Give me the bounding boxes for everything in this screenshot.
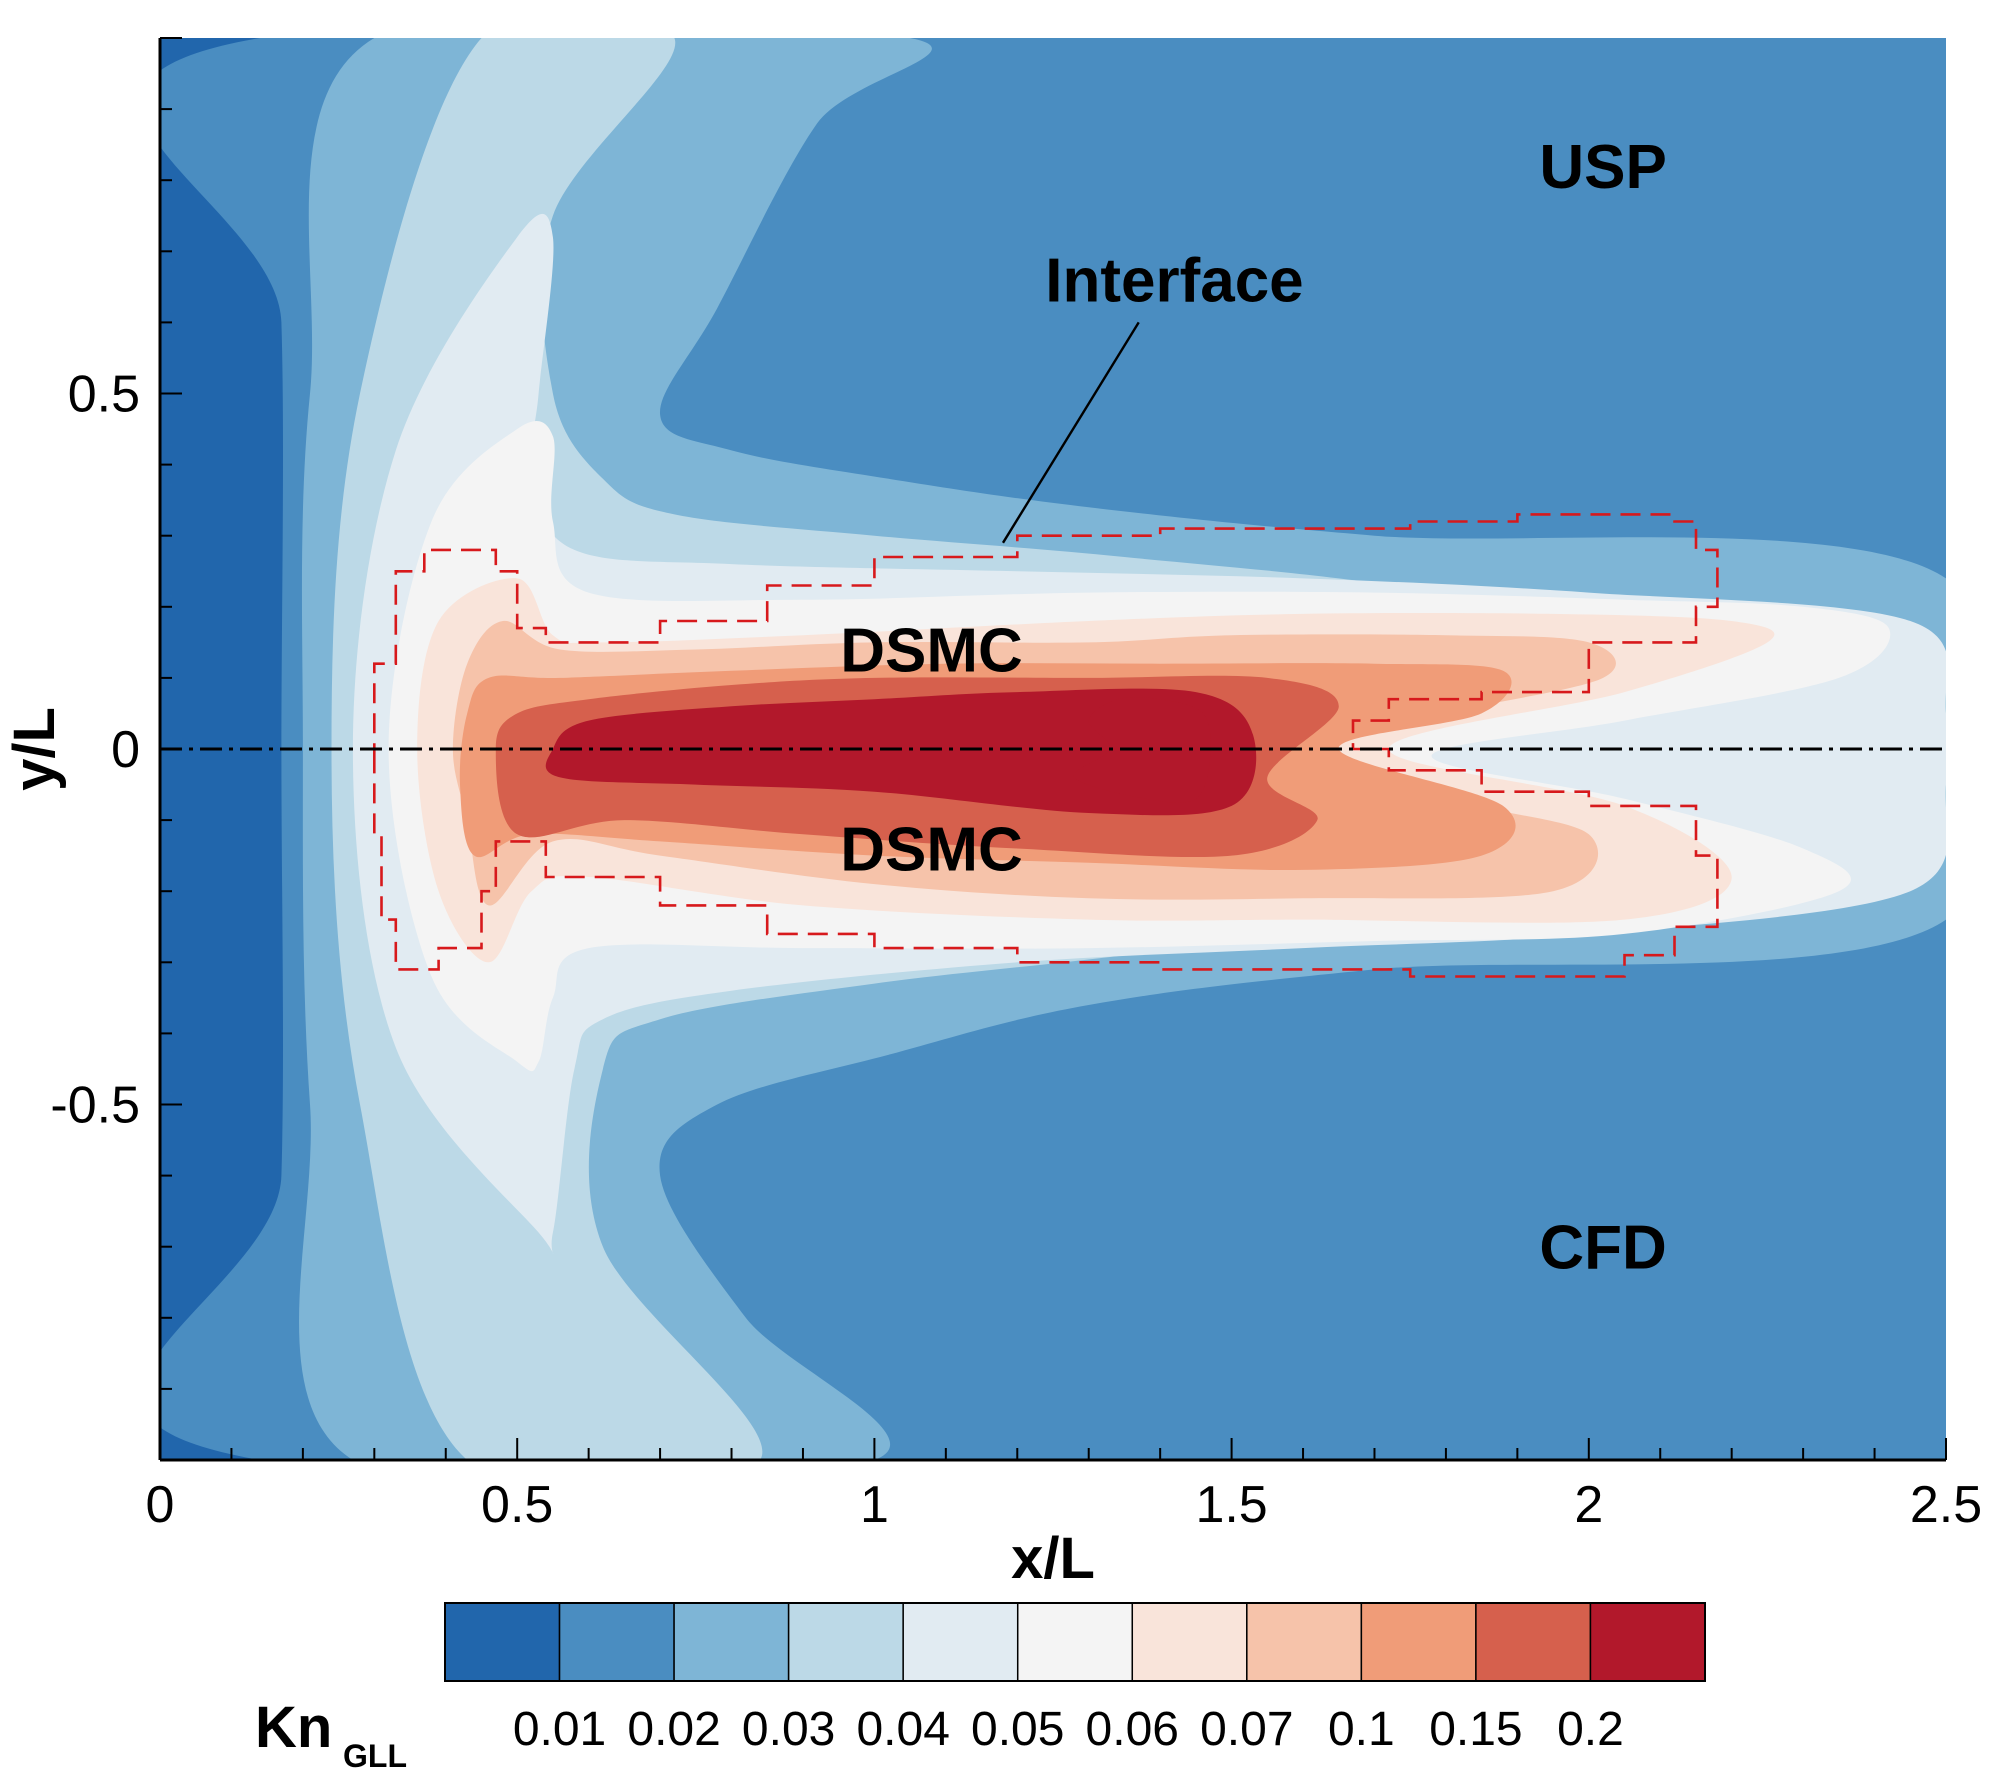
region-label-interface: Interface — [1045, 247, 1303, 316]
region-label-usp: USP — [1539, 133, 1666, 202]
region-label-cfd: CFD — [1539, 1214, 1666, 1283]
interface-leader-line — [1001, 321, 1140, 544]
colorbar-level-label: 0.03 — [742, 1703, 835, 1756]
colorbar-swatch — [1360, 1602, 1477, 1682]
y-tick-label: -0.5 — [50, 1077, 140, 1135]
contour-plot — [160, 38, 1946, 1460]
colorbar-swatch — [444, 1602, 561, 1682]
colorbar-title: Kn — [255, 1695, 332, 1760]
x-tick-label: 1 — [860, 1476, 889, 1534]
colorbar-swatch — [558, 1602, 675, 1682]
region-label-dsmc: DSMC — [840, 616, 1023, 685]
colorbar-level-label: 0.01 — [513, 1703, 606, 1756]
colorbar-level-label: 0.07 — [1200, 1703, 1293, 1756]
colorbar-swatch — [1475, 1602, 1592, 1682]
colorbar-level-label: 0.04 — [856, 1703, 949, 1756]
colorbar-swatch — [1246, 1602, 1363, 1682]
colorbar-swatch — [902, 1602, 1019, 1682]
contour-level-10 — [545, 688, 1257, 816]
colorbar-title-subscript: GLL — [343, 1738, 407, 1774]
region-label-dsmc: DSMC — [840, 816, 1023, 885]
y-tick-label: 0.5 — [68, 366, 140, 424]
axes: 0 0.5 1 1.5 2 2.5 0.5 0 -0.5 x/L y/L — [2, 37, 1982, 1591]
contour-level-11 — [1073, 697, 1211, 803]
x-tick-label: 0.5 — [481, 1476, 553, 1534]
interface-boundary — [373, 513, 1719, 978]
colorbar-swatch — [787, 1602, 904, 1682]
colorbar-swatch — [1016, 1602, 1134, 1682]
colorbar-frame — [444, 1602, 1706, 1682]
colorbar-swatch — [673, 1602, 790, 1682]
colorbar-level-label: 0.05 — [971, 1703, 1064, 1756]
x-tick-label: 2 — [1574, 1476, 1603, 1534]
colorbar-swatch — [1131, 1602, 1248, 1682]
x-tick-label: 2.5 — [1910, 1476, 1982, 1534]
colorbar-level-label: 0.15 — [1429, 1703, 1522, 1756]
y-tick-label: 0 — [111, 721, 140, 779]
colorbar-level-label: 0.2 — [1557, 1703, 1624, 1756]
colorbar: 0.01 0.02 0.03 0.04 0.05 0.06 0.07 0.1 0.15 0.2 Kn… — [255, 1602, 1706, 1774]
colorbar-level-label: 0.1 — [1328, 1703, 1395, 1756]
colorbar-level-label: 0.02 — [627, 1703, 720, 1756]
x-tick-label: 0 — [146, 1476, 175, 1534]
colorbar-level-label: 0.06 — [1086, 1703, 1179, 1756]
plot-overlays — [160, 321, 1946, 978]
colorbar-swatch — [1589, 1602, 1706, 1682]
y-axis-label: y/L — [2, 707, 67, 791]
x-axis-label: x/L — [1011, 1526, 1095, 1591]
annotations: USP Interface DSMC DSMC CFD — [840, 133, 1667, 1283]
x-tick-label: 1.5 — [1195, 1476, 1267, 1534]
